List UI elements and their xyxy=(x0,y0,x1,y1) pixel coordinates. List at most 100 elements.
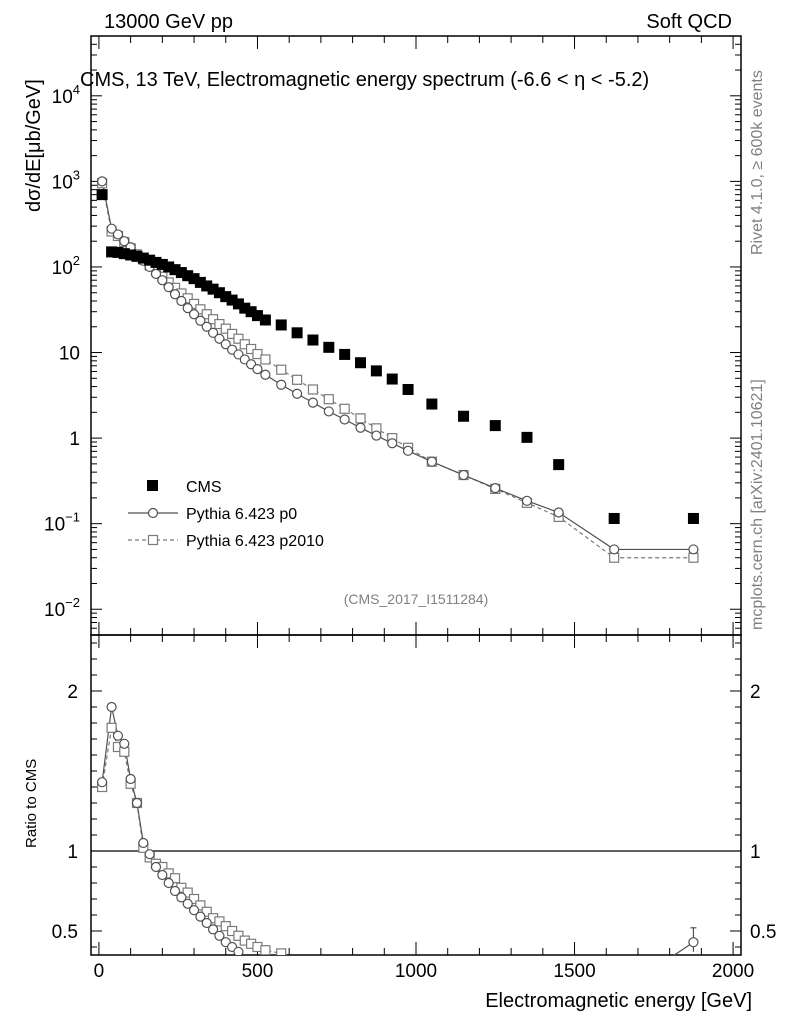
cms-point xyxy=(307,334,319,346)
cms-point xyxy=(182,270,194,282)
p0-point xyxy=(188,309,200,320)
ratio-p2010-point xyxy=(195,900,206,911)
p0-point xyxy=(96,176,108,187)
p2010-point xyxy=(260,354,271,365)
ratio-y-tick-label-left: 0.5 xyxy=(52,922,78,943)
cms-point xyxy=(489,420,501,432)
ratio-p0-point xyxy=(150,861,162,873)
p0-point xyxy=(176,295,187,307)
cms-point xyxy=(251,310,263,322)
main-y-tick-label: 10 xyxy=(59,344,80,365)
ratio-p0-point xyxy=(163,877,174,889)
ratio-p0-point xyxy=(125,773,136,785)
ratio-p0-point xyxy=(106,701,117,713)
cms-point xyxy=(275,319,287,331)
cms-point xyxy=(687,512,699,524)
ratio-y-tick-label-left: 1 xyxy=(67,842,78,863)
cms-point xyxy=(259,314,271,326)
p0-point xyxy=(426,456,437,467)
cms-point xyxy=(245,306,257,318)
p0-point xyxy=(323,406,334,417)
cms-point xyxy=(207,283,219,295)
p0-point xyxy=(201,321,212,332)
p0-point xyxy=(119,236,130,247)
ratio-p0-point xyxy=(207,924,219,935)
p0-point xyxy=(371,430,382,441)
ratio-p0-point xyxy=(131,797,143,809)
ratio-p0-point xyxy=(182,898,193,909)
cms-point xyxy=(188,273,200,285)
legend-label-p2010: Pythia 6.423 p2010 xyxy=(186,533,324,550)
p0-point xyxy=(195,315,206,326)
p2010-point xyxy=(688,552,699,563)
legend-label-p0: Pythia 6.423 p0 xyxy=(186,506,297,523)
ratio-p0-point xyxy=(112,730,124,741)
p0-point xyxy=(387,438,398,449)
cms-point xyxy=(553,459,565,471)
cms-point xyxy=(232,298,244,310)
p0-point xyxy=(307,397,319,408)
mcplots-label: mcplots.cern.ch [arXiv:2401.10621] xyxy=(749,379,766,630)
header-left: 13000 GeV pp xyxy=(104,11,233,33)
ratio-y-tick-label-right: 1 xyxy=(750,842,761,863)
cms-point xyxy=(156,258,168,270)
cms-point xyxy=(194,276,206,288)
legend-marker-cms xyxy=(147,480,158,491)
cms-point xyxy=(402,383,414,395)
main-y-axis-label: dσ/dE[μb/GeV] xyxy=(23,79,45,212)
p0-point xyxy=(182,303,193,314)
cms-point xyxy=(150,256,162,268)
p2010-point xyxy=(276,364,287,375)
ratio-p2010-point xyxy=(182,887,193,898)
cms-point xyxy=(239,302,251,314)
p2010-point xyxy=(233,333,244,344)
cms-point xyxy=(144,254,156,266)
p2010-point xyxy=(307,384,319,395)
p2010-point xyxy=(355,413,366,424)
p0-point xyxy=(106,223,117,234)
p0-point xyxy=(150,268,162,279)
p0-point xyxy=(207,327,219,338)
legend-marker-p2010 xyxy=(147,534,159,546)
p0-point xyxy=(214,333,225,344)
ratio-p2010-line xyxy=(101,727,282,954)
legend-label-cms: CMS xyxy=(186,479,222,496)
ratio-p0-point xyxy=(214,930,225,941)
cms-point xyxy=(608,512,620,524)
ratio-y-axis-label: Ratio to CMS xyxy=(23,759,40,848)
cms-point xyxy=(220,291,232,303)
cms-point xyxy=(175,267,187,279)
p2010-point xyxy=(291,374,303,385)
x-tick-label: 0 xyxy=(94,961,105,982)
main-y-tick-label: 1 xyxy=(69,429,80,450)
p0-point xyxy=(157,275,168,286)
cms-point xyxy=(386,373,398,385)
ratio-p0-point xyxy=(138,837,149,849)
cms-point xyxy=(125,249,137,261)
main-axis-ticks: 10−2 10−1 1 10 102 103 104 xyxy=(44,35,741,636)
header-right: Soft QCD xyxy=(646,11,732,33)
ratio-p0-point xyxy=(119,738,130,749)
p0-point xyxy=(163,282,174,293)
p2010-point xyxy=(252,348,263,360)
x-axis-label: Electromagnetic energy [GeV] xyxy=(485,990,752,1012)
cms-point xyxy=(355,357,367,369)
cms-point xyxy=(213,287,225,299)
cms-point xyxy=(137,252,149,264)
p0-point xyxy=(609,544,620,555)
chart-title: CMS, 13 TeV, Electromagnetic energy spec… xyxy=(80,69,649,91)
p0-point xyxy=(521,495,533,506)
ratio-plot-series xyxy=(96,701,699,955)
ratio-p0-point xyxy=(233,946,244,955)
ratio-p2010-point xyxy=(201,906,212,917)
ratio-p0-point xyxy=(688,937,699,948)
cms-point xyxy=(226,294,238,306)
p0-point xyxy=(490,483,501,494)
cms-point xyxy=(339,348,351,360)
p0-point xyxy=(112,229,124,240)
main-y-tick-label: 104 xyxy=(52,82,80,108)
ratio-clipped-group xyxy=(96,701,699,955)
cms-point xyxy=(118,248,130,260)
p2010-point xyxy=(323,394,334,405)
ratio-p0-point xyxy=(188,905,200,916)
